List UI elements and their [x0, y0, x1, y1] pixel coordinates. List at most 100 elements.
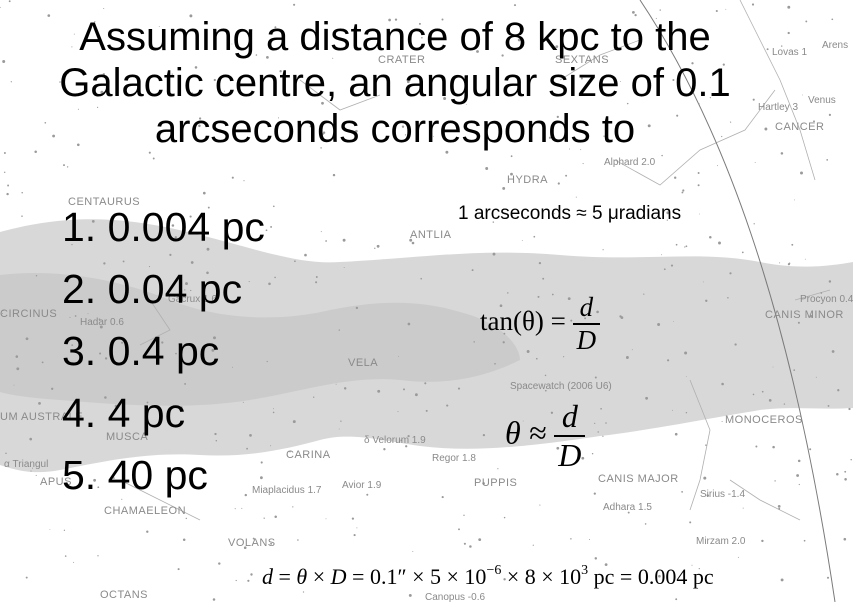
star-dot: [122, 260, 125, 263]
star-dot: [602, 249, 604, 251]
star-dot: [588, 538, 591, 541]
star-dot: [557, 182, 560, 185]
star-dot: [675, 243, 678, 246]
star-dot: [325, 240, 327, 242]
star-dot: [420, 277, 423, 280]
star-dot: [764, 127, 768, 131]
star-dot: [104, 396, 107, 399]
star-dot: [34, 150, 37, 154]
star-dot: [780, 578, 784, 582]
constellation-lines: [119, 0, 831, 521]
star-dot: [753, 223, 755, 225]
star-dot: [398, 355, 399, 357]
star-dot: [411, 241, 415, 245]
result-exp1: −6: [486, 563, 502, 578]
star-dot: [780, 152, 784, 155]
star-dot: [584, 317, 587, 320]
svg-text:Regor 1.8: Regor 1.8: [432, 453, 476, 464]
star-dot: [74, 315, 77, 317]
star-dot: [611, 478, 613, 480]
star-dot: [400, 439, 403, 442]
star-dot: [672, 320, 674, 322]
star-dot: [316, 40, 318, 42]
star-dot: [184, 289, 186, 291]
star-dot: [189, 14, 193, 18]
star-dot: [674, 176, 677, 179]
star-dot: [397, 411, 399, 413]
star-dot: [502, 186, 506, 190]
fraction-numerator: d: [561, 398, 578, 434]
star-dot: [657, 323, 661, 326]
star-dot: [502, 341, 505, 344]
star-dot: [663, 268, 666, 271]
star-dot: [388, 18, 391, 22]
star-dot: [469, 545, 472, 548]
star-dot: [787, 31, 790, 35]
svg-text:Gacrux 1.6: Gacrux 1.6: [168, 294, 217, 305]
star-dot: [634, 13, 637, 17]
star-dot: [13, 384, 15, 386]
star-dot: [263, 517, 265, 519]
star-dot: [850, 458, 852, 461]
star-dot: [485, 167, 489, 170]
star-dot: [274, 26, 277, 29]
star-dot: [638, 37, 640, 39]
star-dot: [325, 518, 327, 520]
star-dot: [343, 387, 347, 390]
star-dot: [231, 43, 233, 45]
star-dot: [16, 367, 20, 371]
star-dot: [184, 382, 187, 385]
star-dot: [563, 356, 565, 358]
star-dot: [44, 121, 47, 124]
star-dot: [492, 221, 495, 223]
star-dot: [31, 467, 34, 469]
star-dot: [146, 401, 149, 404]
star-dot: [104, 357, 108, 360]
star-dot: [274, 276, 276, 279]
star-dot: [292, 420, 296, 424]
star-dot: [510, 155, 513, 158]
star-dot: [718, 241, 721, 245]
star-dot: [102, 73, 106, 76]
star-dot: [685, 375, 687, 377]
star-dot: [2, 309, 4, 311]
star-dot: [791, 243, 794, 246]
star-dot: [647, 124, 651, 128]
star-dot: [29, 437, 33, 441]
star-dot: [709, 236, 712, 239]
star-dot: [703, 476, 707, 480]
star-dot: [721, 382, 724, 386]
star-dot: [272, 411, 275, 414]
star-dot: [246, 447, 248, 450]
svg-text:SEXTANS: SEXTANS: [555, 54, 609, 66]
star-dot: [202, 191, 206, 195]
star-dot: [698, 103, 700, 105]
star-dot: [243, 180, 245, 182]
star-dot: [551, 293, 554, 296]
star-dot: [406, 80, 410, 84]
star-dot: [338, 329, 340, 331]
star-dot: [211, 348, 215, 352]
svg-text:Mirzam 2.0: Mirzam 2.0: [696, 536, 746, 547]
star-dot: [97, 555, 99, 557]
star-dot: [69, 316, 71, 318]
star-dot: [705, 299, 708, 302]
star-dot: [25, 337, 29, 341]
star-dot: [207, 206, 210, 209]
svg-text:Venus: Venus: [808, 95, 836, 106]
star-dot: [161, 341, 164, 344]
star-dot: [793, 369, 796, 371]
star-dot: [412, 551, 414, 552]
star-dot: [802, 94, 803, 96]
star-dot: [697, 172, 700, 174]
approx-lhs: θ ≈: [505, 414, 547, 451]
star-dot: [67, 72, 70, 74]
star-dot: [148, 266, 151, 268]
star-dot: [653, 75, 656, 78]
star-dot: [214, 432, 217, 436]
star-dot: [315, 281, 318, 284]
star-dot: [780, 45, 783, 47]
star-dot: [351, 517, 355, 520]
